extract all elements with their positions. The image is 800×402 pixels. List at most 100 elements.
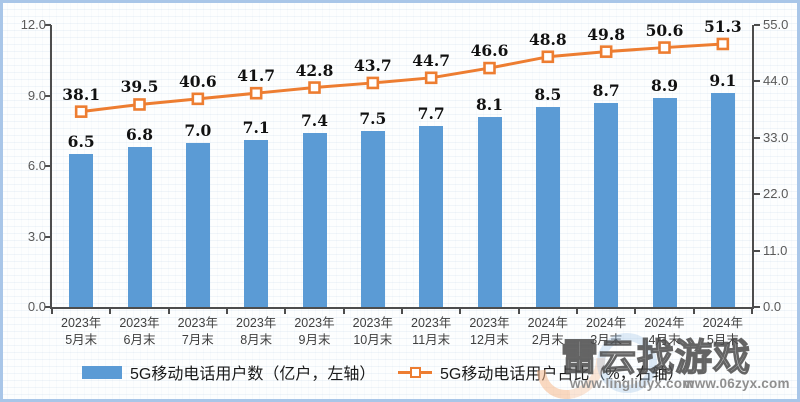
x-axis-category-label: 2023年 12月末: [456, 315, 522, 349]
y-axis-left-tick: [45, 306, 51, 308]
bar: [244, 140, 269, 307]
line-data-label: 41.7: [237, 66, 276, 86]
bar: [69, 154, 94, 307]
x-axis-tick: [401, 309, 403, 314]
y-axis-right-tick-label: 55.0: [763, 17, 789, 32]
y-axis-left-tick: [45, 235, 51, 238]
line-marker-icon: [133, 98, 146, 111]
category-month: 6月末: [123, 333, 156, 347]
category-year: 2023年: [469, 316, 510, 330]
bar-data-label: 7.1: [242, 118, 270, 138]
bar-data-label: 8.5: [534, 85, 562, 105]
line-marker-icon: [74, 105, 88, 118]
category-year: 2023年: [61, 316, 102, 330]
x-axis-category-label: 2023年 7月末: [165, 315, 231, 349]
bar-data-label: 7.7: [417, 104, 445, 124]
y-axis-right-tick: [754, 193, 760, 196]
line-path: [80, 42, 723, 114]
x-axis-category-label: 2023年 8月末: [223, 315, 289, 349]
line-data-label: 42.8: [295, 60, 334, 80]
bar-data-label: 8.1: [476, 94, 503, 114]
bar-series-swatch: [82, 365, 122, 379]
category-month: 3月末: [590, 333, 623, 347]
y-axis-right: [752, 25, 754, 309]
bar-data-label: 9.1: [709, 71, 737, 91]
y-axis-right-tick: [754, 136, 760, 139]
x-axis-tick: [226, 309, 228, 314]
category-year: 2023年: [177, 316, 218, 330]
category-year: 2024年: [702, 316, 743, 330]
bar-series-label: 5G移动电话用户数（亿户，左轴）: [130, 366, 376, 383]
x-axis-tick: [109, 309, 112, 314]
line-marker-icon: [716, 37, 730, 51]
bar: [710, 93, 735, 307]
legend-item-bar-series: 5G移动电话用户数（亿户，左轴）: [82, 358, 375, 386]
y-axis-left: [50, 25, 52, 309]
x-axis-tick: [634, 309, 637, 314]
category-month: 5月末: [65, 333, 98, 347]
line-marker-icon: [249, 86, 263, 100]
line-marker-icon: [424, 71, 438, 85]
bar-data-label: 8.9: [651, 75, 678, 95]
x-axis-category-label: 2024年 3月末: [573, 315, 639, 349]
category-month: 9月末: [298, 333, 331, 347]
line-data-label: 44.7: [412, 50, 451, 70]
y-axis-left-tick-label: 12.0: [20, 17, 46, 32]
line-series-label: 5G移动电话用户占比（%，右轴）: [440, 366, 684, 383]
y-axis-right-tick: [754, 249, 760, 252]
bar: [185, 142, 210, 307]
bar: [477, 116, 502, 307]
category-month: 11月末: [412, 333, 451, 347]
bar-data-label: 6.5: [67, 132, 95, 152]
bar: [652, 97, 677, 307]
bar-data-label: 7.5: [359, 108, 387, 128]
category-year: 2024年: [527, 316, 568, 330]
category-year: 2023年: [119, 316, 160, 330]
x-axis-category-label: 2023年 6月末: [106, 315, 172, 349]
line-marker-icon: [541, 50, 555, 64]
x-axis-tick: [517, 309, 520, 314]
line-marker-icon: [366, 76, 380, 90]
category-year: 2023年: [352, 316, 393, 330]
line-marker-icon: [191, 92, 205, 106]
y-axis-left-tick-label: 9.0: [27, 87, 46, 103]
x-axis-tick: [51, 309, 53, 314]
bar: [535, 107, 560, 307]
bar-data-label: 7.4: [301, 111, 328, 131]
category-year: 2024年: [586, 316, 627, 330]
x-axis-tick: [342, 309, 345, 314]
x-axis-tick: [284, 309, 287, 314]
category-month: 10月末: [353, 333, 393, 347]
bar-data-label: 7.0: [184, 120, 212, 140]
x-axis-tick: [459, 309, 462, 314]
y-axis-right-tick-label: 44.0: [763, 73, 789, 89]
line-data-label: 39.5: [120, 77, 159, 97]
y-axis-right-tick: [754, 80, 760, 83]
bar-data-label: 8.7: [592, 80, 620, 100]
x-axis-tick: [576, 309, 578, 314]
category-year: 2023年: [411, 316, 452, 330]
y-axis-right-tick: [754, 24, 760, 26]
line-marker-icon: [599, 45, 613, 58]
x-axis-category-label: 2024年 2月末: [515, 315, 581, 349]
legend-item-line-series: 5G移动电话用户占比（%，右轴）: [398, 358, 684, 386]
line-data-label: 38.1: [62, 84, 101, 104]
line-series-swatch: [398, 366, 432, 379]
y-axis-right-tick-label: 0.0: [763, 299, 782, 314]
x-axis-category-label: 2023年 11月末: [398, 315, 464, 349]
bar-data-label: 6.8: [126, 125, 153, 145]
category-month: 5月末: [706, 333, 739, 347]
category-month: 7月末: [181, 333, 214, 347]
y-axis-left-tick-label: 0.0: [27, 299, 46, 314]
category-month: 4月末: [648, 333, 681, 347]
line-marker-icon: [483, 61, 496, 75]
y-axis-left-tick-label: 6.0: [27, 158, 46, 173]
category-year: 2023年: [294, 316, 335, 330]
x-axis-category-label: 2024年 4月末: [631, 315, 697, 349]
line-marker-icon: [308, 81, 321, 94]
x-axis-category-label: 2023年 5月末: [48, 315, 114, 349]
line-data-label: 43.7: [353, 55, 392, 75]
x-axis-category-label: 2023年 10月末: [340, 315, 406, 349]
